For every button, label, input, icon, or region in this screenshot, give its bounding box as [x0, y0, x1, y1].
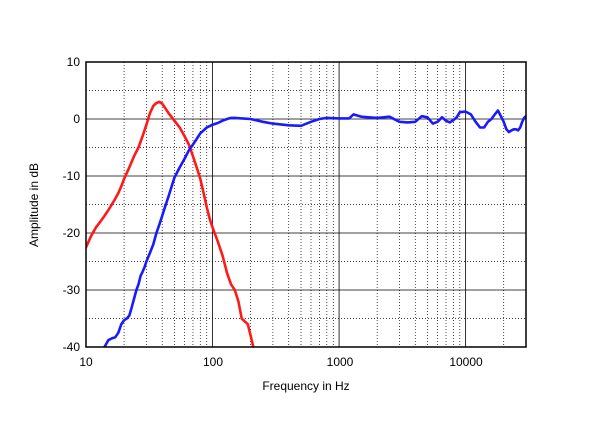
series-line-2 [103, 109, 526, 347]
y-tick-labels: 10 0 -10 -20 -30 -40 [63, 55, 81, 354]
x-tick-labels: 10 100 1000 10000 [79, 355, 483, 369]
y-axis-label: Amplitude in dB [27, 163, 41, 247]
y-tick-label: -10 [63, 169, 81, 183]
series-line-1 [86, 100, 255, 347]
x-tick-label: 10 [79, 355, 93, 369]
y-tick-label: 10 [67, 55, 81, 69]
y-tick-label: 0 [73, 112, 80, 126]
grid [85, 61, 527, 348]
series-group [86, 100, 526, 347]
x-tick-label: 10000 [449, 355, 483, 369]
x-axis-label: Frequency in Hz [262, 379, 349, 393]
x-tick-label: 100 [203, 355, 223, 369]
y-tick-label: -30 [63, 283, 81, 297]
x-tick-label: 1000 [327, 355, 354, 369]
y-tick-label: -40 [63, 340, 81, 354]
y-tick-label: -20 [63, 226, 81, 240]
plot-frame [85, 61, 527, 348]
